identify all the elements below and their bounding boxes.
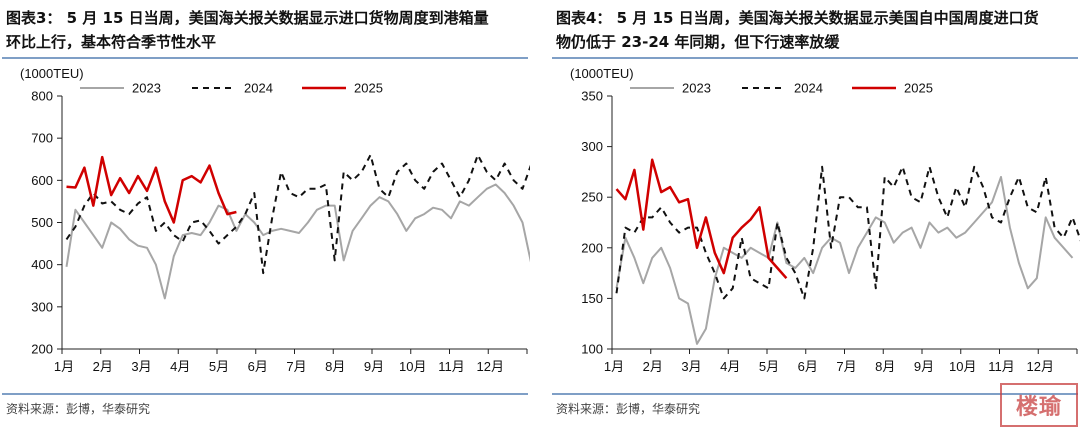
watermark-seal: 楼瑜: [1000, 383, 1078, 427]
x-tick-label: 7月: [286, 359, 306, 374]
y-axis-unit-label: (1000TEU): [20, 66, 84, 81]
y-tick-label: 100: [581, 342, 603, 357]
y-tick-label: 200: [31, 342, 53, 357]
x-tick-label: 6月: [798, 359, 818, 374]
y-tick-label: 400: [31, 257, 53, 272]
source-note: 资料来源：彭博，华泰研究: [6, 402, 151, 416]
series-line-2023: [615, 176, 1074, 345]
x-tick-label: 10月: [949, 359, 976, 374]
x-tick-label: 12月: [1027, 359, 1054, 374]
legend-label-2023: 2023: [682, 81, 711, 96]
legend-label-2025: 2025: [354, 81, 383, 96]
chart-panel-left: 图表3： 5 月 15 日当周，美国海关报关数据显示进口货物周度到港箱量 环比上…: [2, 0, 530, 428]
x-tick-label: 9月: [914, 359, 934, 374]
x-tick-label: 1月: [604, 359, 624, 374]
x-tick-label: 2月: [643, 359, 663, 374]
x-tick-label: 11月: [438, 359, 465, 374]
legend-label-2024: 2024: [244, 81, 273, 96]
legend-label-2024: 2024: [794, 81, 823, 96]
x-tick-label: 5月: [209, 359, 229, 374]
x-tick-label: 10月: [399, 359, 426, 374]
legend-label-2025: 2025: [904, 81, 933, 96]
series-line-2024: [65, 154, 530, 275]
chart-title-line-1: 图表3： 5 月 15 日当周，美国海关报关数据显示进口货物周度到港箱量: [6, 9, 489, 27]
x-tick-label: 3月: [131, 359, 151, 374]
source-divider: [2, 393, 528, 395]
y-tick-label: 600: [31, 173, 53, 188]
x-tick-label: 6月: [248, 359, 268, 374]
x-tick-label: 11月: [988, 359, 1015, 374]
title-divider: [552, 57, 1078, 59]
title-divider: [2, 57, 528, 59]
x-tick-label: 8月: [325, 359, 345, 374]
x-tick-label: 5月: [759, 359, 779, 374]
chart-title: 图表4： 5 月 15 日当周，美国海关报关数据显示美国自中国周度进口货 物仍低…: [556, 6, 1076, 54]
x-tick-label: 2月: [93, 359, 113, 374]
y-tick-label: 350: [581, 89, 603, 104]
y-tick-label: 700: [31, 131, 53, 146]
legend-label-2023: 2023: [132, 81, 161, 96]
x-tick-label: 9月: [364, 359, 384, 374]
x-tick-label: 4月: [170, 359, 190, 374]
y-tick-label: 800: [31, 89, 53, 104]
source-note: 资料来源：彭博，华泰研究: [556, 402, 701, 416]
x-tick-label: 7月: [836, 359, 856, 374]
x-tick-label: 8月: [875, 359, 895, 374]
series-line-2024: [615, 165, 1080, 300]
x-tick-label: 4月: [720, 359, 740, 374]
x-tick-label: 12月: [477, 359, 504, 374]
y-axis-unit-label: (1000TEU): [570, 66, 634, 81]
x-tick-label: 1月: [54, 359, 74, 374]
x-tick-label: 3月: [681, 359, 701, 374]
chart-panel-right: 图表4： 5 月 15 日当周，美国海关报关数据显示美国自中国周度进口货 物仍低…: [552, 0, 1080, 428]
line-chart-port-arrivals: (1000TEU) 200 300 400 500 600 700 800 1月 2月 3月 4月 5月…: [20, 66, 530, 374]
y-tick-label: 500: [31, 215, 53, 230]
y-tick-label: 150: [581, 291, 603, 306]
line-chart-china-imports: (1000TEU) 100 150 200 250 300 350 1月 2月 3月 4月 5月 6月 7…: [570, 66, 1080, 374]
series-line-2023: [65, 183, 530, 300]
chart-title: 图表3： 5 月 15 日当周，美国海关报关数据显示进口货物周度到港箱量 环比上…: [6, 6, 526, 54]
series-line-2025: [615, 158, 788, 280]
chart-title-line-1: 图表4： 5 月 15 日当周，美国海关报关数据显示美国自中国周度进口货: [556, 9, 1039, 27]
source-divider: [552, 393, 1078, 395]
y-tick-label: 200: [581, 240, 603, 255]
chart-title-line-2: 物仍低于 23-24 年同期，但下行速率放缓: [556, 33, 840, 51]
y-tick-label: 250: [581, 190, 603, 205]
y-tick-label: 300: [581, 139, 603, 154]
y-tick-label: 300: [31, 299, 53, 314]
chart-title-line-2: 环比上行，基本符合季节性水平: [6, 33, 217, 51]
series-line-2025: [66, 155, 237, 224]
